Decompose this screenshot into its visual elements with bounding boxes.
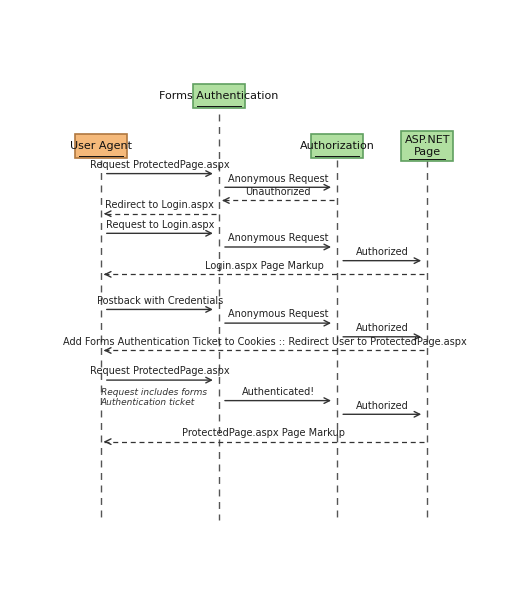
Text: Request ProtectedPage.aspx: Request ProtectedPage.aspx [90,160,230,170]
Text: ASP.NET
Page: ASP.NET Page [404,136,450,157]
Text: ProtectedPage.aspx Page Markup: ProtectedPage.aspx Page Markup [183,428,345,438]
Text: Forms Authentication: Forms Authentication [159,91,279,101]
Text: Anonymous Request: Anonymous Request [227,310,328,320]
Text: Unauthorized: Unauthorized [245,187,311,197]
FancyBboxPatch shape [74,134,127,158]
Text: Redirect to Login.aspx: Redirect to Login.aspx [105,200,214,210]
Text: Request includes forms
Authentication ticket: Request includes forms Authentication ti… [101,388,207,407]
Text: Authorized: Authorized [356,401,408,411]
FancyBboxPatch shape [401,131,453,161]
Text: Request to Login.aspx: Request to Login.aspx [105,220,214,230]
Text: Anonymous Request: Anonymous Request [227,233,328,243]
Text: Anonymous Request: Anonymous Request [227,173,328,184]
Text: Postback with Credentials: Postback with Credentials [97,296,223,306]
Text: Authorized: Authorized [356,247,408,257]
Text: Login.aspx Page Markup: Login.aspx Page Markup [205,260,324,271]
FancyBboxPatch shape [193,84,245,108]
FancyBboxPatch shape [311,134,363,158]
Text: Add Forms Authentication Ticket to Cookies :: Redirect User to ProtectedPage.asp: Add Forms Authentication Ticket to Cooki… [63,337,467,347]
Text: Authorization: Authorization [300,141,374,151]
Text: Authenticated!: Authenticated! [241,387,314,397]
Text: User Agent: User Agent [70,141,132,151]
Text: Request ProtectedPage.aspx: Request ProtectedPage.aspx [90,366,230,377]
Text: Authorized: Authorized [356,323,408,333]
